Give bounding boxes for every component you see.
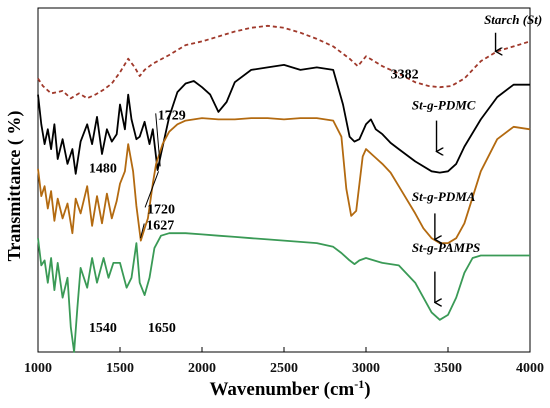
series-label-4: St-g-PAMPS <box>412 240 480 255</box>
peak-label-1650: 1650 <box>148 321 176 336</box>
plot-area <box>37 7 531 353</box>
peak-leader-line <box>140 223 145 239</box>
peak-leader-line <box>144 171 160 208</box>
series-label-2: St-g-PDMC <box>412 97 476 112</box>
x-axis-label-main: Wavenumber (cm <box>209 379 354 400</box>
series-line-2 <box>37 64 530 175</box>
peak-label-1627: 1627 <box>146 218 174 233</box>
axis-layer: 1000 1500 2000 2500 3000 3500 4000 <box>24 347 544 376</box>
peak-label-1480: 1480 <box>89 162 117 177</box>
x-tick-label: 2500 <box>270 361 298 376</box>
x-tick-label: 1500 <box>106 361 134 376</box>
peak-leader-line <box>155 113 161 167</box>
series-line-4 <box>37 232 530 353</box>
series-label-3: St-g-PDMA <box>412 189 476 204</box>
x-tick-label: 4000 <box>516 361 544 376</box>
x-tick-label: 3000 <box>352 361 380 376</box>
x-tick-label: 3500 <box>434 361 462 376</box>
x-axis-label-close: ) <box>364 379 370 400</box>
x-axis-label: Wavenumber (cm-1) <box>209 377 370 400</box>
peak-label-1729: 1729 <box>158 108 186 123</box>
x-axis-label-superscript: -1 <box>354 377 364 391</box>
x-tick-label: 2000 <box>188 361 216 376</box>
peak-label-3382: 3382 <box>391 68 419 83</box>
series-line-1 <box>37 24 531 100</box>
annotation-layer: Starch (St) St-g-PDMC St-g-PDMA St-g-PAMPS 3… <box>89 12 542 336</box>
series-layer <box>37 24 531 353</box>
peak-label-1540: 1540 <box>89 321 117 336</box>
x-tick-label: 1000 <box>24 361 52 376</box>
series-line-3 <box>37 117 531 244</box>
plot-frame <box>37 7 531 353</box>
peak-label-1720: 1720 <box>147 202 175 217</box>
series-label-1: Starch (St) <box>484 12 542 27</box>
y-axis-label: Transmittance ( %) <box>4 111 25 262</box>
